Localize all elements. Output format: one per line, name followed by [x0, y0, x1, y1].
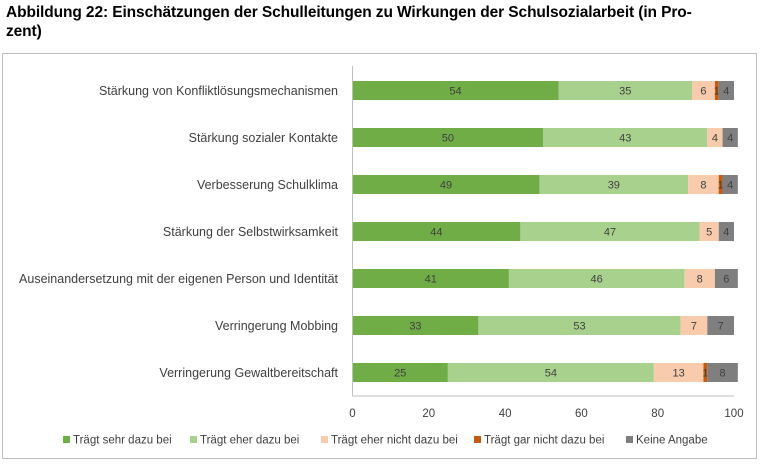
legend-swatch — [190, 436, 197, 443]
bar-segment — [352, 269, 509, 288]
bar-segment — [653, 363, 704, 382]
data-label: 43 — [619, 133, 631, 145]
data-label: 33 — [409, 321, 421, 333]
bar-segment — [714, 81, 719, 100]
data-label: 6 — [723, 274, 729, 286]
data-label: 4 — [723, 86, 729, 98]
figure-title: Abbildung 22: Einschätzungen der Schulle… — [6, 3, 766, 41]
bar-segment — [718, 175, 723, 194]
legend-label: Trägt eher nicht dazu bei — [331, 435, 458, 447]
legend-label: Trägt sehr dazu bei — [73, 435, 172, 447]
bar-segment — [520, 222, 700, 241]
bar-segment — [714, 269, 738, 288]
data-label: 7 — [718, 321, 724, 333]
data-label: 39 — [608, 180, 620, 192]
bar-segment — [722, 128, 738, 147]
category-labels: Stärkung von Konfliktlösungsmechanismen S… — [19, 84, 338, 380]
x-tick-label: 40 — [499, 408, 512, 420]
bar-segment — [352, 222, 521, 241]
x-tick-label: 80 — [651, 408, 664, 420]
data-label: 1 — [714, 86, 720, 98]
data-label: 35 — [619, 86, 631, 98]
x-tick-label: 20 — [422, 408, 435, 420]
x-tick-label: 60 — [575, 408, 588, 420]
x-tick-label: 0 — [349, 408, 355, 420]
bar-segment — [352, 175, 540, 194]
bar-segment — [352, 81, 559, 100]
data-label: 4 — [727, 133, 733, 145]
bar-segment — [707, 316, 734, 335]
data-label: 4 — [712, 133, 718, 145]
data-label: 47 — [604, 227, 616, 239]
data-label: 50 — [442, 133, 454, 145]
bars-group: 54 35 6 1 450 43 4 449 39 8 1 444 47 5 441 46 8 633 53 7 725… — [352, 81, 738, 382]
bar-segment — [699, 222, 719, 241]
legend-label: Keine Angabe — [636, 435, 708, 447]
bar-segment — [508, 269, 685, 288]
bar-segment — [543, 128, 708, 147]
legend: Trägt sehr dazu bei Trägt eher dazu bei Tr… — [63, 435, 708, 447]
data-label: 41 — [425, 274, 437, 286]
category-label: Stärkung sozialer Kontakte — [189, 131, 338, 145]
category-label: Verbesserung Schulklima — [197, 178, 338, 192]
data-label: 4 — [723, 227, 729, 239]
x-tick-labels: 0 20 40 60 80 100 — [349, 408, 743, 420]
category-label: Auseinandersetzung mit der eigenen Perso… — [19, 272, 338, 286]
figure-title-line-2: zent) — [6, 23, 42, 40]
legend-swatch — [474, 436, 481, 443]
bar-segment — [718, 81, 734, 100]
category-label: Stärkung der Selbstwirksamkeit — [163, 225, 339, 239]
bar-segment — [352, 363, 448, 382]
category-label: Verringerung Gewaltbereitschaft — [159, 366, 338, 380]
data-label: 44 — [430, 227, 442, 239]
bar-segment — [722, 175, 738, 194]
data-label: 8 — [700, 180, 706, 192]
data-label: 8 — [719, 368, 725, 380]
bar-segment — [684, 269, 715, 288]
legend-label: Trägt eher dazu bei — [200, 435, 299, 447]
data-label: 1 — [702, 368, 708, 380]
data-label: 49 — [440, 180, 452, 192]
bar-segment — [352, 316, 479, 335]
data-label: 46 — [591, 274, 603, 286]
category-label: Verringerung Mobbing — [215, 319, 338, 333]
data-label: 25 — [394, 368, 406, 380]
legend-swatch — [63, 436, 70, 443]
legend-label: Trägt gar nicht dazu bei — [484, 435, 604, 447]
data-label: 13 — [673, 368, 685, 380]
data-label: 5 — [706, 227, 712, 239]
data-label: 7 — [691, 321, 697, 333]
bar-segment — [478, 316, 681, 335]
data-label: 6 — [700, 86, 706, 98]
data-label: 4 — [727, 180, 733, 192]
bar-segment — [707, 128, 723, 147]
category-label: Stärkung von Konfliktlösungsmechanismen — [99, 84, 338, 98]
data-label: 53 — [573, 321, 585, 333]
data-label: 54 — [545, 368, 557, 380]
bar-segment — [692, 81, 715, 100]
data-label: 8 — [697, 274, 703, 286]
bar-segment — [688, 175, 719, 194]
bar-segment — [703, 363, 708, 382]
bar-segment — [447, 363, 654, 382]
bar-segment — [680, 316, 708, 335]
bar-segment — [718, 222, 734, 241]
bar-segment — [707, 363, 738, 382]
bar-segment — [558, 81, 693, 100]
figure-title-line-1: Abbildung 22: Einschätzungen der Schulle… — [6, 4, 692, 21]
chart-frame — [2, 53, 757, 459]
data-label: 54 — [449, 86, 461, 98]
legend-swatch — [626, 436, 633, 443]
bar-segment — [539, 175, 689, 194]
legend-swatch — [321, 436, 328, 443]
x-tick-label: 100 — [724, 408, 743, 420]
data-label: 1 — [718, 180, 724, 192]
bar-segment — [352, 128, 544, 147]
